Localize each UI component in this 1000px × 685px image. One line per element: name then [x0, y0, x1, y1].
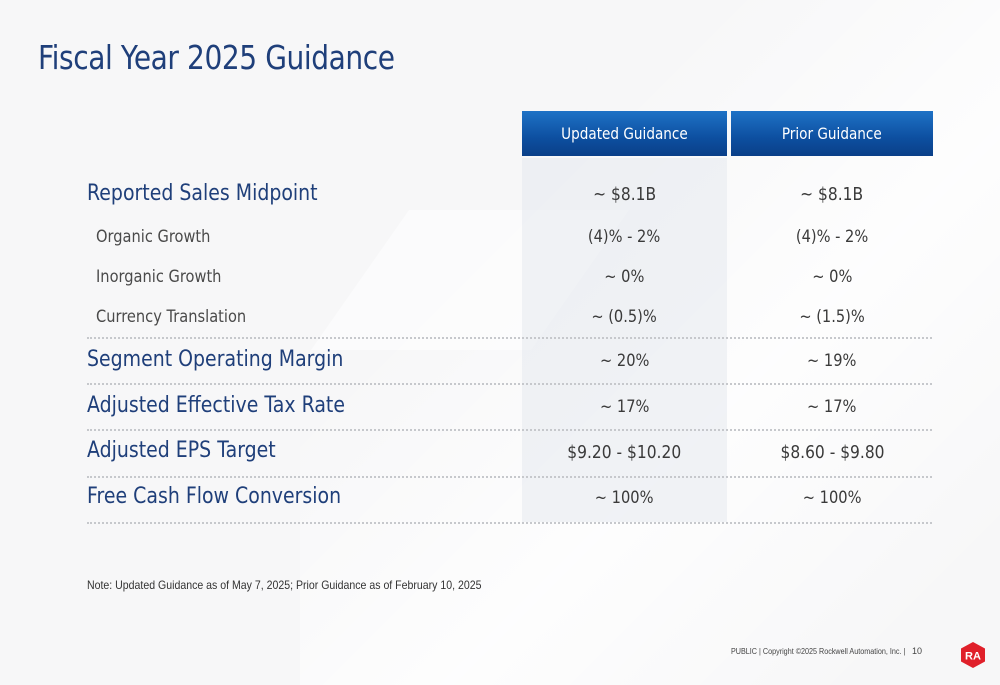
rockwell-logo-icon: RA [961, 642, 985, 668]
page-title: Fiscal Year 2025 Guidance [38, 38, 395, 77]
header-updated-guidance: Updated Guidance [522, 111, 727, 156]
row-label: Currency Translation [96, 307, 247, 327]
header-prior-guidance: Prior Guidance [731, 111, 933, 156]
updated-value: ~ (0.5)% [591, 307, 658, 327]
copyright-footer: PUBLIC | Copyright ©2025 Rockwell Automa… [731, 647, 906, 656]
row-divider [87, 476, 932, 478]
updated-value: ~ 100% [595, 488, 654, 508]
row-divider [87, 383, 932, 385]
row-label: Adjusted EPS Target [87, 438, 276, 463]
logo-text: RA [965, 651, 981, 663]
prior-value: ~ 0% [811, 267, 853, 287]
row-label: Free Cash Flow Conversion [87, 484, 342, 509]
updated-value: ~ 20% [599, 351, 650, 371]
row-divider [87, 429, 932, 431]
updated-value: ~ 17% [599, 397, 650, 417]
prior-value: ~ 100% [802, 488, 862, 508]
prior-value: $8.60 - $9.80 [779, 442, 885, 463]
prior-value: ~ (1.5)% [799, 307, 865, 327]
row-label: Adjusted Effective Tax Rate [87, 393, 345, 418]
updated-column-highlight [522, 158, 727, 522]
prior-value: ~ $8.1B [800, 184, 864, 205]
updated-value: ~ $8.1B [593, 184, 656, 205]
updated-value: ~ 0% [604, 267, 645, 287]
page-number: 10 [912, 646, 923, 656]
row-label: Reported Sales Midpoint [87, 181, 318, 206]
prior-value: (4)% - 2% [795, 227, 869, 247]
row-label: Segment Operating Margin [87, 347, 344, 372]
row-divider [87, 522, 932, 524]
row-label: Organic Growth [96, 227, 211, 247]
prior-value: ~ 17% [807, 397, 857, 417]
updated-value: $9.20 - $10.20 [567, 442, 682, 463]
row-label: Inorganic Growth [96, 267, 222, 287]
header-prior-label: Prior Guidance [782, 124, 882, 143]
footnote: Note: Updated Guidance as of May 7, 2025… [87, 578, 482, 592]
header-updated-label: Updated Guidance [561, 124, 688, 143]
row-divider [87, 337, 932, 339]
prior-value: ~ 19% [807, 351, 857, 371]
updated-value: (4)% - 2% [588, 227, 661, 247]
